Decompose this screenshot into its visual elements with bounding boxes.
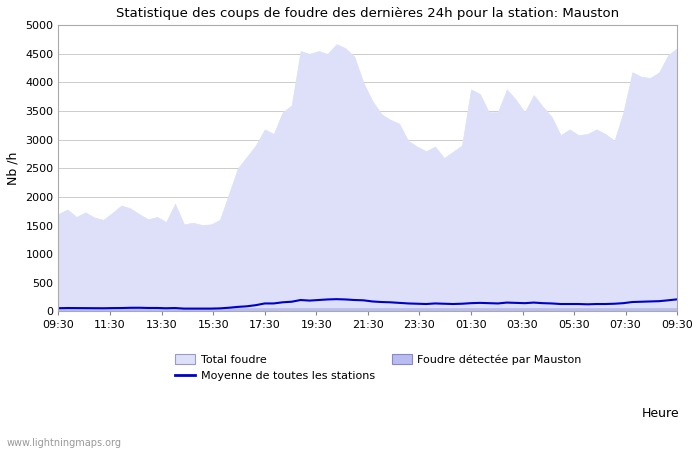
Text: Heure: Heure xyxy=(641,407,679,420)
Text: www.lightningmaps.org: www.lightningmaps.org xyxy=(7,438,122,448)
Legend: Total foudre, Moyenne de toutes les stations, Foudre détectée par Mauston: Total foudre, Moyenne de toutes les stat… xyxy=(176,354,582,381)
Y-axis label: Nb /h: Nb /h xyxy=(7,152,20,185)
Title: Statistique des coups de foudre des dernières 24h pour la station: Mauston: Statistique des coups de foudre des dern… xyxy=(116,7,620,20)
